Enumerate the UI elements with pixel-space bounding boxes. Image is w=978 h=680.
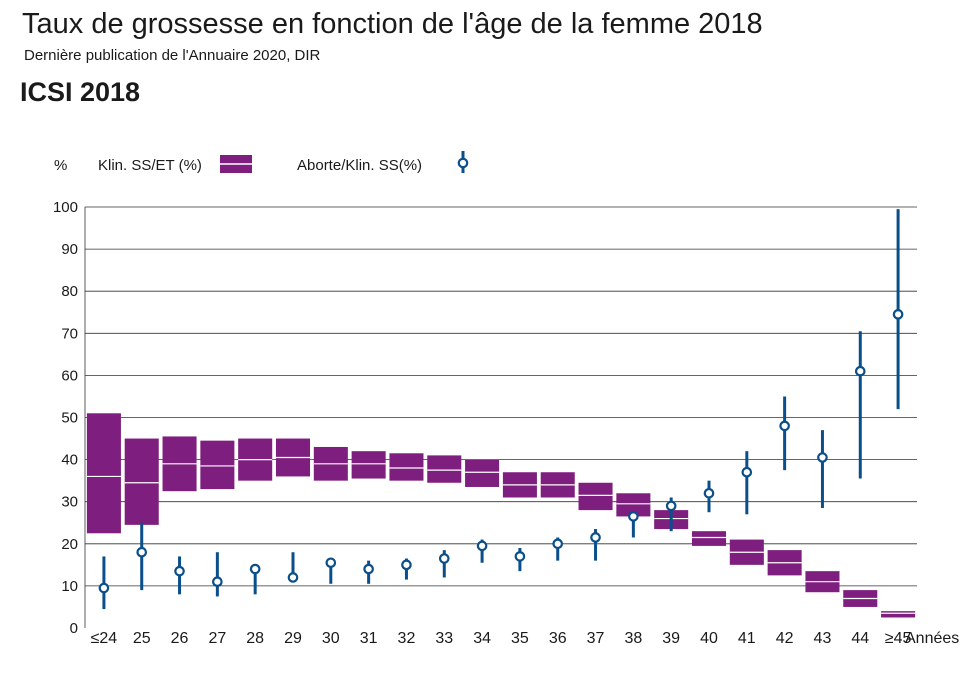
- y-axis-label: %: [54, 157, 67, 174]
- box-38: [616, 493, 651, 517]
- legend-label-aborte: Aborte/Klin. SS(%): [297, 157, 422, 174]
- point-36: [552, 538, 564, 550]
- y-axis-tick-labels: 0 10 20 30 40 50 60 70 80 90 100: [53, 199, 78, 637]
- errorbar-series: [98, 209, 904, 610]
- point-44: [854, 365, 866, 377]
- x-axis-tick-labels: ≤24 25 26 27 28 29 30 31 32 33 34 35 36 37 38 39 40 41 42 4…: [91, 630, 912, 647]
- point-41: [741, 466, 753, 478]
- x-tick-label: ≥45: [885, 630, 912, 647]
- point-26: [174, 565, 185, 577]
- y-tick-label: 30: [61, 494, 78, 511]
- box-33: [427, 455, 462, 483]
- point-≥45: [892, 309, 904, 320]
- x-tick-label: 41: [738, 630, 756, 647]
- point-37: [590, 532, 601, 543]
- y-tick-label: 90: [61, 241, 78, 258]
- x-tick-label: 29: [284, 630, 302, 647]
- x-tick-label: 26: [171, 630, 189, 647]
- box-31: [351, 451, 386, 479]
- y-tick-label: 40: [61, 452, 78, 469]
- box-37: [578, 482, 613, 511]
- box-≥45: [881, 611, 916, 618]
- box-25: [124, 438, 159, 525]
- box-32: [389, 453, 424, 481]
- x-tick-label: 28: [246, 630, 264, 647]
- legend-label-klin: Klin. SS/ET (%): [98, 157, 202, 174]
- y-tick-label: 50: [61, 410, 78, 427]
- legend-marker-circle: [457, 157, 469, 169]
- x-tick-label: 44: [851, 630, 869, 647]
- x-tick-label: 34: [473, 630, 491, 647]
- x-tick-label: 43: [814, 630, 832, 647]
- y-tick-label: 100: [53, 199, 78, 216]
- y-tick-label: 20: [61, 536, 78, 553]
- legend: Klin. SS/ET (%) Aborte/Klin. SS(%): [98, 151, 469, 174]
- point-25: [136, 546, 148, 558]
- point-30: [325, 557, 337, 569]
- x-tick-label: 42: [776, 630, 794, 647]
- point-33: [438, 553, 450, 564]
- x-tick-label: 39: [662, 630, 680, 647]
- grid-lines: [84, 206, 917, 628]
- x-tick-label: 35: [511, 630, 529, 647]
- point-29: [287, 572, 299, 583]
- x-tick-label: 40: [700, 630, 718, 647]
- y-tick-label: 10: [61, 578, 78, 595]
- point-≤24: [98, 582, 110, 594]
- point-32: [401, 559, 412, 571]
- x-tick-label: 36: [549, 630, 567, 647]
- point-39: [665, 500, 677, 512]
- x-tick-label: ≤24: [91, 630, 118, 647]
- point-40: [703, 487, 715, 499]
- box-34: [465, 459, 500, 487]
- point-28: [249, 563, 261, 575]
- box-40: [691, 531, 727, 546]
- section-label: ICSI 2018: [20, 77, 141, 107]
- y-tick-label: 60: [61, 367, 78, 384]
- y-tick-label: 0: [70, 620, 78, 637]
- x-tick-label: 25: [133, 630, 151, 647]
- point-34: [476, 540, 488, 552]
- point-31: [363, 563, 374, 575]
- x-tick-label: 31: [360, 630, 378, 647]
- x-tick-label: 37: [587, 630, 605, 647]
- x-tick-label: 27: [208, 630, 226, 647]
- x-tick-label: 30: [322, 630, 340, 647]
- point-35: [514, 551, 526, 562]
- box-≤24: [86, 413, 121, 534]
- point-43: [817, 452, 828, 463]
- point-27: [212, 576, 223, 587]
- y-tick-label: 70: [61, 325, 78, 342]
- point-42: [779, 420, 790, 432]
- x-tick-label: 38: [624, 630, 642, 647]
- chart-title: Taux de grossesse en fonction de l'âge d…: [22, 8, 763, 40]
- box-series: [86, 413, 916, 618]
- x-tick-label: 32: [398, 630, 416, 647]
- chart-subtitle: Dernière publication de l'Annuaire 2020,…: [24, 47, 321, 64]
- x-axis-label: Années: [905, 630, 959, 647]
- point-38: [628, 511, 639, 522]
- x-tick-label: 33: [435, 630, 453, 647]
- y-tick-label: 80: [61, 283, 78, 300]
- box-27: [200, 440, 235, 490]
